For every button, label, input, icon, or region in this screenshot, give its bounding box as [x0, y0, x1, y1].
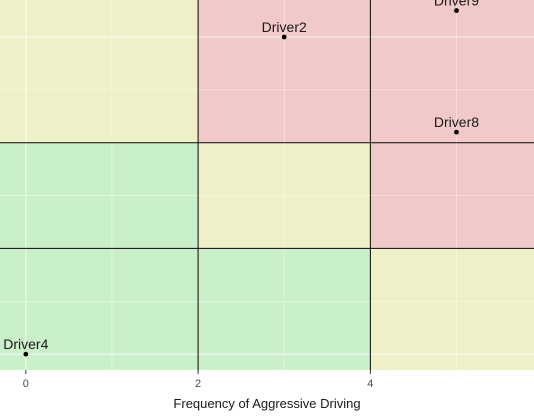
x-tick-label: 0 — [23, 378, 29, 390]
point-label: Driver8 — [434, 114, 479, 130]
point-label: Driver9 — [434, 0, 479, 9]
point-label: Driver2 — [262, 19, 307, 35]
x-tick-label: 2 — [195, 378, 201, 390]
zone-high — [370, 0, 534, 143]
data-points: Driver2Driver9Driver8DDriver4 — [3, 0, 479, 357]
point-label: Driver4 — [3, 336, 48, 352]
x-axis-ticks: 0 2 4 — [23, 370, 373, 390]
risk-zones — [0, 0, 534, 370]
point-marker — [454, 129, 459, 135]
point-marker — [454, 8, 459, 13]
x-tick-label: 4 — [367, 378, 373, 390]
zone-low — [0, 248, 199, 370]
zone-medium — [370, 248, 534, 370]
zone-boundaries — [0, 0, 534, 370]
point-marker — [23, 351, 29, 357]
x-axis-title: Frequency of Aggressive Driving — [173, 396, 360, 411]
zone-medium — [0, 0, 199, 143]
point-marker — [281, 34, 287, 40]
